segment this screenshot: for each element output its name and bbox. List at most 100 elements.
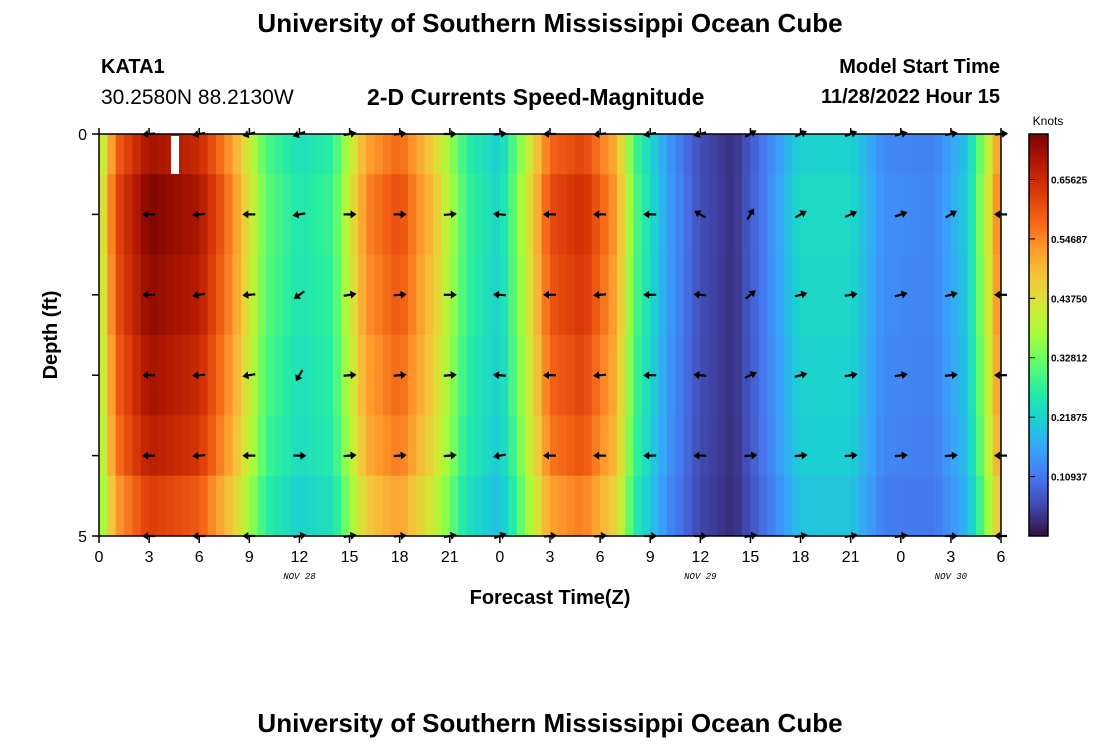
current-vector-arrow [745,290,756,300]
heatmap-cell [700,134,710,175]
heatmap-cell [424,415,434,477]
heatmap-cell [725,254,735,336]
heatmap-cell [691,475,701,536]
heatmap-cell [625,335,635,416]
heatmap-cell [691,134,701,175]
heatmap-cell [867,335,877,416]
heatmap-cell [307,174,317,256]
heatmap-cell [550,134,559,175]
heatmap-cell [833,335,843,416]
current-vector-arrow [343,451,357,460]
heatmap-cell [875,475,885,536]
heatmap-cell [124,475,134,536]
heatmap-cell [583,335,593,416]
y-tick-label: 5 [78,529,87,546]
heatmap-cell [274,415,284,477]
heatmap-cell [717,415,726,477]
heatmap-cell [441,134,451,175]
heatmap-cell [224,254,234,336]
heatmap-cell [174,254,184,336]
heatmap-cell [658,475,668,536]
heatmap-cell [249,475,259,536]
heatmap-cell [182,415,192,477]
heatmap-cell [833,475,843,536]
heatmap-cell [800,174,810,256]
heatmap-cell [124,174,134,256]
heatmap-cell [859,475,868,536]
heatmap-cell [433,254,443,336]
heatmap-cell [207,254,217,336]
x-tick-label: 6 [997,549,1006,566]
heatmap-cell [491,134,501,175]
heatmap-cell [909,174,919,256]
heatmap-cell [608,415,618,477]
heatmap-cell [591,475,601,536]
current-vector-arrow [443,210,457,219]
heatmap-cell [316,415,326,477]
heatmap-cell [299,415,309,477]
heatmap-cell [99,254,108,336]
heatmap-cell [884,174,894,256]
heatmap-cell [909,415,919,477]
heatmap-cell [725,415,735,477]
heatmap-cell [266,254,275,336]
heatmap-cell [508,134,518,175]
heatmap-cell [666,134,676,175]
colorbar [1028,133,1049,537]
heatmap-cell [758,475,768,536]
heatmap-cell [817,174,827,256]
heatmap-cell [374,475,384,536]
heatmap-cell [959,134,969,175]
heatmap-cell [508,335,518,416]
heatmap-cell [366,415,376,477]
current-vector-arrow [492,210,506,219]
heatmap-cell [416,254,426,336]
heatmap-cell [842,415,852,477]
heatmap-cell [808,475,818,536]
heatmap-cell [909,335,919,416]
heatmap-cell [307,475,317,536]
heatmap-cell [466,174,476,256]
heatmap-cell [316,475,326,536]
heatmap-cell [833,254,843,336]
heatmap-cell [616,134,626,175]
heatmap-cell [717,335,726,416]
heatmap-cell [274,254,284,336]
heatmap-cell [959,174,969,256]
heatmap-cell [967,335,977,416]
heatmap-cell [124,254,134,336]
currents-heatmap-chart: 0 3 6 9 12 15 18 21 0 3 6 9 12 15 18 21 0 3 6 NOV 28 NOV 29 N… [40,114,1088,609]
heatmap-cell [232,335,242,416]
current-vector-arrow [944,371,958,380]
heatmap-cell [224,475,234,536]
heatmap-cell [132,254,142,336]
heatmap-cell [466,335,476,416]
heatmap-cell [633,475,643,536]
heatmap-cell [366,174,376,256]
heatmap-cell [884,335,894,416]
heatmap-cell [115,415,125,477]
heatmap-cell [566,134,576,175]
heatmap-cell [708,335,718,416]
heatmap-cell [909,134,919,175]
heatmap-cell [742,254,752,336]
heatmap-cell [115,254,125,336]
heatmap-cell [408,174,417,256]
x-tick-label: 6 [596,549,605,566]
heatmap-cell [775,335,785,416]
heatmap-cell [282,174,292,256]
heatmap-cell [266,134,275,175]
heatmap-cell [508,475,518,536]
heatmap-cell [842,475,852,536]
heatmap-cell [683,174,693,256]
heatmap-cell [207,134,217,175]
heatmap-cell [900,415,910,477]
heatmap-cell [984,335,994,416]
heatmap-cell [391,475,401,536]
heatmap-cell [324,134,334,175]
heatmap-cell [575,174,585,256]
heatmap-cell [683,335,693,416]
heatmap-cell [249,134,259,175]
current-vector-arrow [643,451,657,460]
current-vector-arrow [844,371,858,379]
